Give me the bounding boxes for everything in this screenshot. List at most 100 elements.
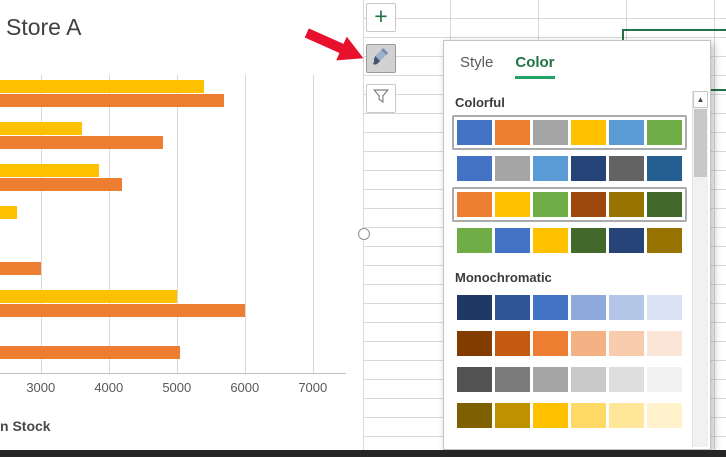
x-axis-tick-label: 7000	[298, 380, 328, 395]
color-swatch	[609, 367, 644, 392]
color-swatch	[533, 367, 568, 392]
tab-color[interactable]: Color	[515, 54, 555, 79]
flyout-tabs: Style Color	[444, 41, 710, 79]
color-swatch	[609, 295, 644, 320]
color-swatch	[457, 192, 492, 217]
color-swatch	[457, 228, 492, 253]
filter-funnel-icon	[372, 87, 390, 110]
chart-title[interactable]: Store A	[6, 14, 82, 40]
color-swatch	[571, 403, 606, 428]
color-palette-list: Colorful Monochromatic	[444, 83, 690, 434]
palette-row[interactable]	[452, 326, 687, 361]
color-swatch	[571, 228, 606, 253]
bar-yellow[interactable]	[0, 122, 82, 135]
bar-yellow[interactable]	[0, 206, 17, 219]
bar-yellow[interactable]	[0, 164, 99, 177]
scroll-up-button[interactable]: ▲	[693, 91, 708, 108]
color-swatch	[457, 367, 492, 392]
color-swatch	[571, 331, 606, 356]
color-swatch	[609, 403, 644, 428]
color-swatch	[533, 120, 568, 145]
chart-selection-handle[interactable]	[358, 228, 370, 240]
x-axis: 3000 4000 5000 6000 7000	[0, 380, 346, 398]
bar-yellow[interactable]	[0, 80, 204, 93]
chart-gridline	[108, 75, 110, 373]
plus-icon: +	[374, 3, 388, 29]
color-swatch	[571, 120, 606, 145]
panel-scrollbar[interactable]: ▲	[692, 91, 708, 447]
color-swatch	[495, 295, 530, 320]
section-heading: Monochromatic	[455, 270, 552, 285]
x-axis-tick-label: 4000	[94, 380, 124, 395]
color-swatch	[533, 403, 568, 428]
color-swatch	[457, 403, 492, 428]
color-swatch	[533, 156, 568, 181]
color-swatch	[647, 367, 682, 392]
color-swatch	[571, 156, 606, 181]
scrollbar-thumb[interactable]	[694, 109, 707, 177]
color-swatch	[495, 120, 530, 145]
palette-row[interactable]	[452, 115, 687, 150]
color-swatch	[495, 403, 530, 428]
color-swatch	[609, 156, 644, 181]
chart-styles-button[interactable]	[366, 44, 396, 73]
x-axis-tick-label: 3000	[26, 380, 56, 395]
chart-filters-button[interactable]	[366, 84, 396, 113]
color-swatch	[647, 331, 682, 356]
bar-orange[interactable]	[0, 304, 245, 317]
palette-row[interactable]	[452, 362, 687, 397]
section-heading: Colorful	[455, 95, 505, 110]
chart-gridline	[312, 75, 314, 373]
color-swatch	[571, 295, 606, 320]
color-swatch	[571, 192, 606, 217]
bar-orange[interactable]	[0, 136, 164, 149]
x-axis-tick-label: 6000	[230, 380, 260, 395]
tab-style[interactable]: Style	[460, 54, 494, 71]
x-axis-title[interactable]: n Stock	[0, 418, 51, 434]
color-swatch	[457, 156, 492, 181]
color-swatch	[457, 331, 492, 356]
color-swatch	[647, 403, 682, 428]
color-swatch	[609, 120, 644, 145]
bar-orange[interactable]	[0, 94, 225, 107]
chart-gridline	[40, 75, 42, 373]
bar-orange[interactable]	[0, 346, 181, 359]
color-swatch	[533, 192, 568, 217]
color-swatch	[609, 331, 644, 356]
color-swatch	[457, 120, 492, 145]
color-swatch	[647, 192, 682, 217]
bar-orange[interactable]	[0, 262, 41, 275]
color-swatch	[457, 295, 492, 320]
color-swatch	[647, 120, 682, 145]
bar-yellow[interactable]	[0, 290, 177, 303]
paintbrush-icon	[371, 46, 391, 71]
scroll-up-icon: ▲	[696, 95, 705, 104]
bar-chart[interactable]: Store A 3000 4000 5000 6000 7000 n Stock	[0, 0, 364, 450]
palette-row[interactable]	[452, 151, 687, 186]
chart-elements-button[interactable]: +	[366, 3, 396, 32]
color-swatch	[533, 331, 568, 356]
color-swatch	[609, 228, 644, 253]
color-swatch	[571, 367, 606, 392]
color-swatch	[647, 228, 682, 253]
palette-row[interactable]	[452, 187, 687, 222]
plot-area	[0, 75, 346, 374]
window-bottom-edge	[0, 450, 726, 457]
color-swatch	[647, 295, 682, 320]
color-swatch	[495, 367, 530, 392]
color-swatch	[533, 295, 568, 320]
color-swatch	[647, 156, 682, 181]
palette-row[interactable]	[452, 223, 687, 258]
palette-row[interactable]	[452, 398, 687, 433]
x-axis-tick-label: 5000	[162, 380, 192, 395]
color-swatch	[495, 192, 530, 217]
palette-row[interactable]	[452, 290, 687, 325]
red-arrow-annotation	[304, 28, 364, 61]
chart-gridline	[244, 75, 246, 373]
chart-gridline	[176, 75, 178, 373]
color-swatch	[495, 331, 530, 356]
bar-orange[interactable]	[0, 178, 123, 191]
color-swatch	[609, 192, 644, 217]
color-swatch	[495, 228, 530, 253]
